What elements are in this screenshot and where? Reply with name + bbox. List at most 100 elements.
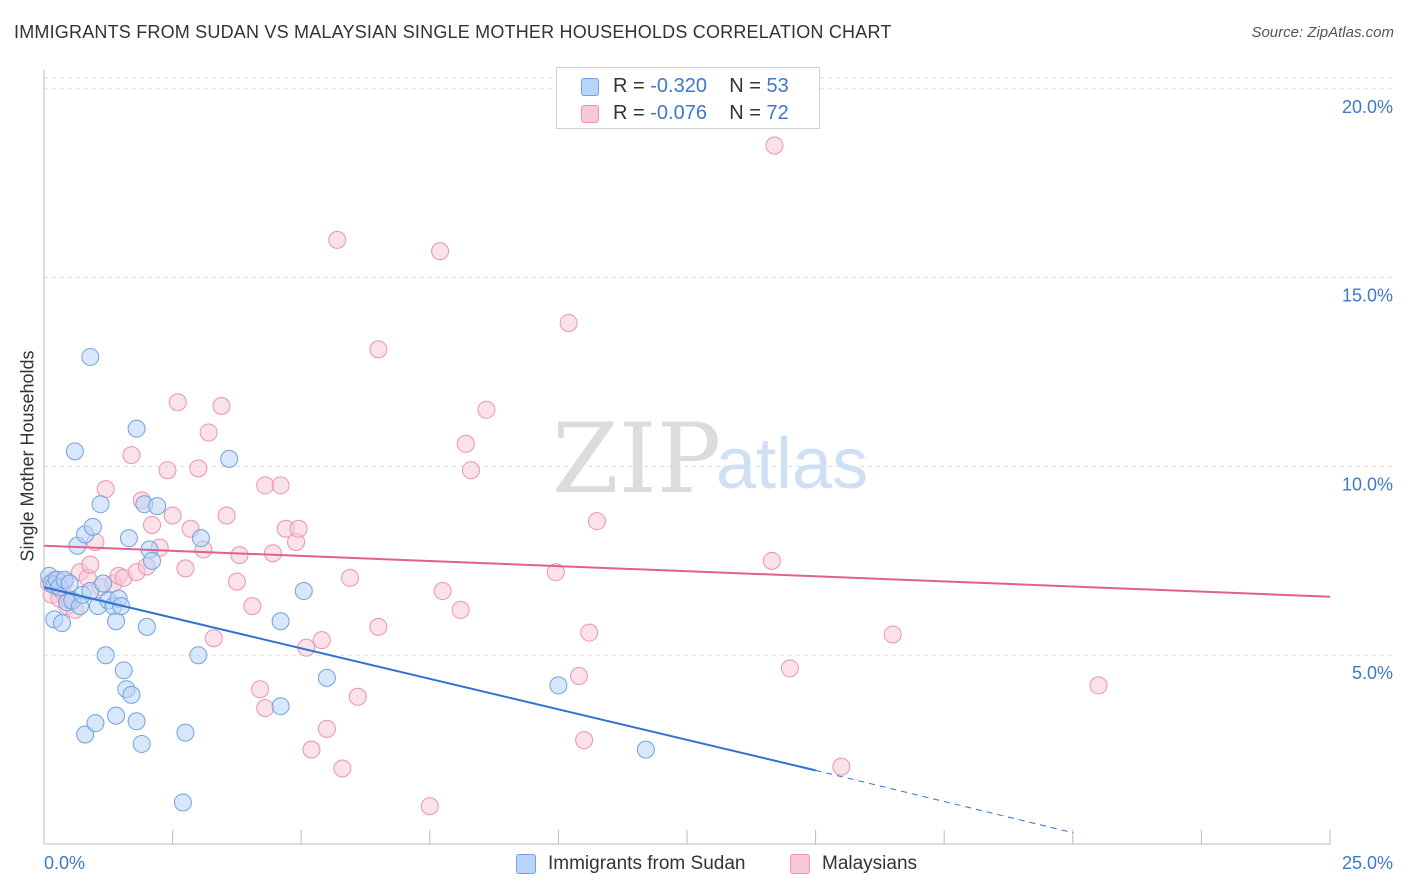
malaysians-point bbox=[832, 757, 851, 776]
malaysians-point bbox=[176, 559, 195, 578]
malaysians-point bbox=[227, 572, 246, 591]
malaysians-point bbox=[263, 544, 282, 563]
malaysians-point bbox=[575, 731, 594, 750]
sudan-point bbox=[189, 646, 208, 665]
r-value: -0.076 bbox=[650, 102, 707, 124]
malaysians-point bbox=[333, 759, 352, 778]
sudan-point bbox=[107, 706, 126, 725]
legend-row-sudan-text: R = -0.320 N = 53 bbox=[613, 75, 789, 98]
malaysians-point bbox=[217, 506, 236, 525]
malaysians-point bbox=[780, 659, 799, 678]
malaysians-point bbox=[189, 459, 208, 478]
y-tick-label: 10.0% bbox=[1342, 474, 1393, 494]
y-tick-label: 5.0% bbox=[1352, 663, 1393, 683]
malaysians-point bbox=[546, 563, 565, 582]
malaysians-point bbox=[271, 476, 290, 495]
x-tick-label: 0.0% bbox=[44, 853, 85, 873]
sudan-point bbox=[122, 685, 141, 704]
x-tick-label: 25.0% bbox=[1342, 853, 1393, 873]
sudan-point bbox=[81, 347, 100, 366]
malaysians-point bbox=[158, 461, 177, 480]
malaysians-point bbox=[580, 623, 599, 642]
sudan-point bbox=[94, 574, 113, 593]
sudan-point bbox=[176, 723, 195, 742]
chart-title: IMMIGRANTS FROM SUDAN VS MALAYSIAN SINGL… bbox=[14, 22, 892, 42]
r-label: R = bbox=[613, 75, 651, 97]
malaysians-point bbox=[96, 480, 115, 499]
malaysians-point bbox=[163, 506, 182, 525]
series-legend: Immigrants from Sudan Malaysians bbox=[0, 852, 1406, 878]
malaysians-point bbox=[369, 340, 388, 359]
malaysians-point bbox=[477, 400, 496, 419]
sudan-point bbox=[86, 714, 105, 733]
sudan-point bbox=[83, 517, 102, 536]
watermark-zip: ZIP bbox=[552, 403, 721, 515]
sudan-trend-extension bbox=[815, 769, 1073, 834]
malaysians-point bbox=[569, 666, 588, 685]
malaysians-swatch bbox=[581, 105, 599, 123]
malaysians-point bbox=[81, 555, 100, 574]
malaysians-point bbox=[204, 629, 223, 648]
sudan-point bbox=[65, 442, 84, 461]
malaysians-legend-swatch bbox=[790, 854, 810, 874]
source-note: Source: ZipAtlas.com bbox=[1251, 24, 1394, 41]
sudan-trend-line bbox=[43, 586, 816, 772]
watermark: ZIP atlas bbox=[552, 403, 868, 515]
r-value: -0.320 bbox=[650, 75, 707, 97]
malaysians-point bbox=[199, 423, 218, 442]
sudan-point bbox=[549, 676, 568, 695]
malaysians-point bbox=[317, 719, 336, 738]
sudan-point bbox=[132, 734, 151, 753]
malaysians-point bbox=[451, 600, 470, 619]
sudan-point bbox=[76, 725, 95, 744]
sudan-point bbox=[96, 646, 115, 665]
sudan-point bbox=[294, 582, 313, 601]
malaysians-point bbox=[559, 313, 578, 332]
malaysians-point bbox=[431, 242, 450, 261]
r-label: R = bbox=[613, 102, 651, 124]
malaysians-point bbox=[256, 476, 275, 495]
malaysians-point bbox=[302, 740, 321, 759]
malaysians-point bbox=[251, 680, 270, 699]
sudan-legend-swatch bbox=[516, 854, 536, 874]
malaysians-point bbox=[341, 568, 360, 587]
y-tick-label: 15.0% bbox=[1342, 286, 1393, 306]
sudan-point bbox=[317, 668, 336, 687]
malaysians-point bbox=[143, 515, 162, 534]
malaysians-point bbox=[765, 136, 784, 155]
correlation-legend: R = -0.320 N = 53 R = -0.076 N = 72 bbox=[556, 67, 820, 129]
malaysians-point bbox=[328, 230, 347, 249]
malaysians-point bbox=[312, 631, 331, 650]
axes bbox=[43, 70, 1331, 845]
y-tick-label: 20.0% bbox=[1342, 97, 1393, 117]
malaysians-point bbox=[1089, 676, 1108, 695]
sudan-point bbox=[143, 551, 162, 570]
n-value: 53 bbox=[766, 75, 789, 97]
malaysians-point bbox=[420, 797, 439, 816]
malaysians-point bbox=[433, 582, 452, 601]
legend-row-malaysians-text: R = -0.076 N = 72 bbox=[613, 102, 789, 125]
malaysians-point bbox=[762, 551, 781, 570]
malaysians-point bbox=[230, 546, 249, 565]
sudan-point bbox=[114, 661, 133, 680]
malaysians-point bbox=[289, 519, 308, 538]
sudan-point bbox=[127, 712, 146, 731]
malaysians-point bbox=[883, 625, 902, 644]
tick-labels: 5.0% 10.0% 15.0% 20.0% 0.0% 25.0% bbox=[44, 97, 1393, 873]
malaysians-point bbox=[122, 446, 141, 465]
trend-lines bbox=[43, 544, 1331, 834]
malaysians-point bbox=[587, 512, 606, 531]
sudan-points bbox=[40, 347, 655, 812]
sudan-point bbox=[119, 529, 138, 548]
sudan-point bbox=[220, 449, 239, 468]
sudan-point bbox=[137, 617, 156, 636]
malaysians-point bbox=[212, 397, 231, 416]
sudan-point bbox=[191, 529, 210, 548]
sudan-point bbox=[127, 419, 146, 438]
sudan-point bbox=[173, 793, 192, 812]
sudan-point bbox=[107, 612, 126, 631]
sudan-legend-label: Immigrants from Sudan bbox=[548, 853, 746, 874]
malaysians-point bbox=[243, 597, 262, 616]
malaysians-point bbox=[461, 461, 480, 480]
sudan-point bbox=[271, 612, 290, 631]
